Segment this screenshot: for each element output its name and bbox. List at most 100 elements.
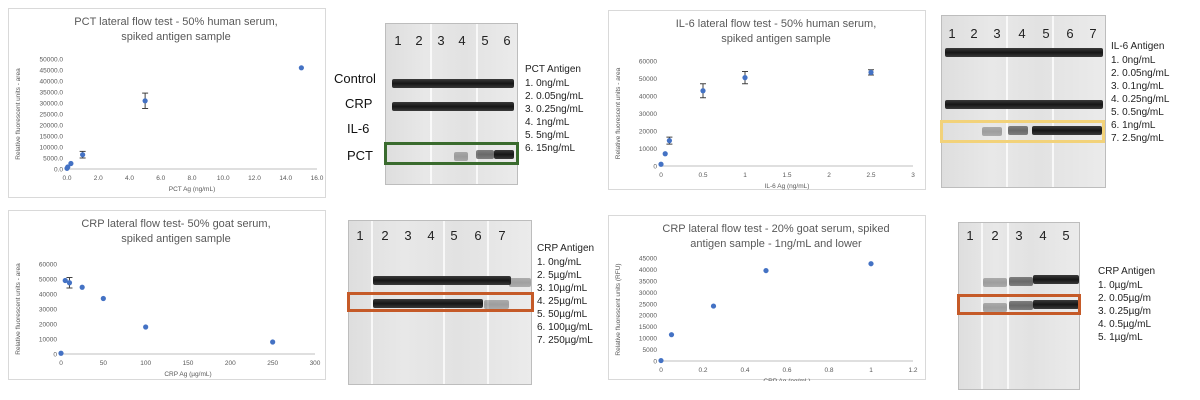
- blot-il6-legend-item: 5. 0.5ng/mL: [1111, 107, 1164, 118]
- data-point: [868, 261, 874, 267]
- blot-crp50-lane-1: 1: [356, 228, 364, 243]
- x-tick-label: 300: [310, 360, 321, 367]
- chart-title: CRP lateral flow test- 50% goat serum,: [81, 218, 270, 230]
- data-point: [662, 151, 668, 157]
- blot-il6-lane-4: 4: [1018, 26, 1026, 41]
- x-tick-label: 1: [743, 172, 747, 179]
- blot-crp50-highlight: [347, 292, 534, 312]
- y-tick-label: 60000: [639, 59, 657, 66]
- y-tick-label: 40000: [39, 292, 57, 299]
- y-tick-label: 20000: [639, 313, 657, 320]
- blot-crp50-lane-6: 6: [474, 228, 482, 243]
- x-tick-label: 0: [659, 172, 663, 179]
- blot-pct-lane-1: 1: [394, 33, 402, 48]
- blot-crp20-lane-3: 3: [1015, 228, 1023, 243]
- blot-il6-legend-item: 2. 0.05ng/mL: [1111, 68, 1170, 79]
- y-tick-label: 10000: [39, 337, 57, 344]
- blot-crp50-legend: CRP Antigen 1. 0ng/mL 2. 5µg/mL 3. 10µg/…: [537, 242, 594, 347]
- blot-crp50-legend-item: 5. 50µg/mL: [537, 309, 588, 320]
- chart-title: spiked antigen sample: [721, 33, 830, 45]
- data-point: [142, 98, 148, 104]
- blot-pct-lane-6: 6: [503, 33, 511, 48]
- x-tick-label: 50: [100, 360, 108, 367]
- blot-crp50-legend-title: CRP Antigen: [537, 243, 595, 254]
- blot-crp50-legend-item: 1. 0ng/mL: [537, 257, 582, 268]
- y-tick-label: 50000: [639, 76, 657, 83]
- blot-il6-lane-2: 2: [970, 26, 978, 41]
- blot-il6-highlight: [940, 120, 1105, 143]
- blot-pct-highlight: [384, 142, 519, 165]
- x-tick-label: 0.0: [62, 175, 71, 182]
- blot-pct-lane-2: 2: [415, 33, 423, 48]
- data-point: [298, 65, 304, 71]
- data-point: [79, 284, 85, 290]
- data-point: [742, 75, 748, 81]
- chart-title: PCT lateral flow test - 50% human serum,: [74, 16, 277, 28]
- data-point: [270, 339, 276, 345]
- blot-crp20-legend-item: 2. 0.05µg/m: [1098, 293, 1152, 304]
- x-axis-label: CRP Ag (µg/mL): [164, 371, 211, 378]
- blot-pct-lane-4: 4: [458, 33, 466, 48]
- blot-pct-legend-item: 2. 0.05ng/mL: [525, 91, 584, 102]
- y-tick-label: 25000.0: [40, 112, 64, 119]
- blot-pct-row-control: Control: [334, 71, 376, 86]
- y-tick-label: 20000: [39, 322, 57, 329]
- blot-il6-legend-item: 4. 0.25ng/mL: [1111, 94, 1170, 105]
- blot-crp20-lane-5: 5: [1062, 228, 1070, 243]
- x-tick-label: 14.0: [279, 175, 292, 182]
- y-tick-label: 40000: [639, 94, 657, 101]
- blot-pct-legend-title: PCT Antigen: [525, 64, 581, 75]
- blot-il6-lane-1: 1: [948, 26, 956, 41]
- data-point: [80, 152, 86, 158]
- y-tick-label: 45000.0: [40, 68, 64, 75]
- y-tick-label: 10000: [639, 146, 657, 153]
- x-tick-label: 0.4: [740, 367, 749, 374]
- blot-crp-20: [958, 222, 1080, 390]
- blot-il6-legend-item: 7. 2.5ng/mL: [1111, 133, 1164, 144]
- blot-pct-lane-5: 5: [481, 33, 489, 48]
- data-point: [868, 69, 874, 75]
- data-point: [666, 138, 672, 144]
- y-tick-label: 30000: [39, 307, 57, 314]
- data-point: [143, 324, 149, 330]
- data-point: [65, 164, 71, 170]
- y-tick-label: 25000: [639, 301, 657, 308]
- data-point: [668, 332, 675, 338]
- blot-pct-row-crp: CRP: [345, 96, 373, 111]
- data-point: [710, 303, 717, 309]
- blot-il6-lane-3: 3: [993, 26, 1001, 41]
- x-tick-label: 4.0: [125, 175, 134, 182]
- blot-crp50-legend-item: 7. 250µg/mL: [537, 335, 593, 346]
- blot-pct-row-pct: PCT: [347, 148, 373, 163]
- blot-crp20-lane-1: 1: [966, 228, 974, 243]
- y-tick-label: 0.0: [54, 167, 63, 174]
- x-tick-label: 0: [659, 367, 663, 374]
- chart-title: IL-6 lateral flow test - 50% human serum…: [676, 18, 877, 30]
- y-tick-label: 10000.0: [40, 145, 64, 152]
- y-tick-label: 30000.0: [40, 101, 64, 108]
- y-tick-label: 20000.0: [40, 123, 64, 130]
- chart-title: antigen sample - 1ng/mL and lower: [690, 238, 862, 250]
- blot-pct-legend: PCT Antigen 1. 0ng/mL 2. 0.05ng/mL 3. 0.…: [525, 63, 583, 155]
- blot-il6-legend-item: 3. 0.1ng/mL: [1111, 81, 1164, 92]
- x-tick-label: 2.5: [866, 172, 875, 179]
- y-tick-label: 10000: [639, 336, 657, 343]
- x-tick-label: 10.0: [217, 175, 230, 182]
- x-tick-label: 6.0: [156, 175, 165, 182]
- blot-il6-legend-item: 6. 1ng/mL: [1111, 120, 1156, 131]
- chart-crp-20: CRP lateral flow test - 20% goat serum, …: [608, 215, 926, 381]
- blot-pct-lane-3: 3: [437, 33, 445, 48]
- blot-pct-legend-item: 1. 0ng/mL: [525, 78, 570, 89]
- y-axis-label: Relative fluorescent units - area: [15, 263, 22, 355]
- chart-crp-50: CRP lateral flow test- 50% goat serum, sp…: [8, 210, 326, 380]
- blot-il6-legend-title: IL-6 Antigen: [1111, 41, 1165, 52]
- blot-crp20-lane-2: 2: [991, 228, 999, 243]
- blot-crp20-legend-item: 1. 0µg/mL: [1098, 280, 1143, 291]
- blot-pct-legend-item: 6. 15ng/mL: [525, 143, 576, 154]
- blot-il6-lane-5: 5: [1042, 26, 1050, 41]
- data-point: [62, 277, 68, 284]
- blot-il6: [941, 15, 1106, 188]
- x-tick-label: 8.0: [187, 175, 196, 182]
- data-point: [100, 295, 106, 302]
- y-tick-label: 15000.0: [40, 134, 64, 141]
